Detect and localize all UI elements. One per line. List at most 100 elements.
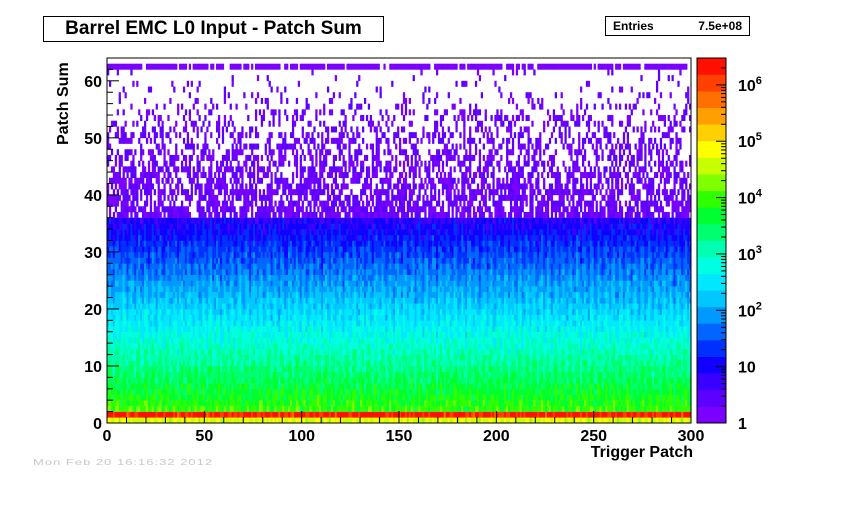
heatmap-cell [363,337,367,344]
heatmap-cell [609,400,612,407]
heatmap-cell [541,365,544,372]
heatmap-cell [381,337,384,344]
heatmap-cell [546,337,550,344]
heatmap-cell [521,337,524,344]
heatmap-cell [301,371,304,378]
heatmap-cell [377,343,380,350]
heatmap-cell [132,331,135,338]
heatmap-cell [161,371,164,378]
heatmap-cell [200,348,203,355]
heatmap-cell [140,394,143,401]
heatmap-cell [617,331,620,338]
heatmap-cell [110,326,114,333]
heatmap-cell [529,348,532,355]
heatmap-cell [321,354,324,361]
heatmap-cell [515,371,519,378]
heatmap-cell [482,326,485,333]
heatmap-cell [525,394,528,401]
heatmap-cell [393,400,396,407]
heatmap-cell [399,354,402,361]
heatmap-cell [399,383,402,390]
heatmap-cell [593,360,596,367]
heatmap-cell [564,331,567,338]
heatmap-cell [262,343,265,350]
heatmap-cell [270,360,273,367]
heatmap-cell [192,337,195,344]
heatmap-cell [506,343,509,350]
heatmap-cell [578,400,581,407]
stats-entries-value: 7.5e+08 [698,19,742,33]
heatmap-cell [387,337,390,344]
heatmap-cell [687,388,690,395]
heatmap-cell [188,377,192,384]
heatmap-cell [574,405,577,412]
heatmap-cell [235,326,238,333]
heatmap-cell [227,394,230,401]
heatmap-cell [288,388,291,395]
heatmap-cell [344,343,347,350]
heatmap-cell [601,365,604,372]
heatmap-cell [177,360,180,367]
heatmap-cell [362,331,365,338]
heatmap-cell [457,343,460,350]
heatmap-cell [517,417,520,424]
heatmap-cell [467,405,470,412]
heatmap-cell [216,348,219,355]
heatmap-cell [609,383,612,390]
heatmap-cell [669,360,672,367]
heatmap-cell [492,405,495,412]
heatmap-cell [180,411,184,418]
heatmap-cell [140,400,143,407]
heatmap-cell [638,348,641,355]
heatmap-cell [245,365,248,372]
heatmap-cell [227,377,230,384]
heatmap-cell [375,400,378,407]
heatmap-cell [245,354,248,361]
heatmap-cell [673,411,676,418]
heatmap-cell [531,348,534,355]
heatmap-cell [247,343,250,350]
heatmap-cell [467,388,470,395]
heatmap-cell [533,388,536,395]
heatmap-cell [358,377,361,384]
heatmap-cell [124,348,127,355]
heatmap-cell [677,411,680,418]
heatmap-cell [502,365,505,372]
heatmap-cell [258,405,262,412]
heatmap-cell [395,348,398,355]
heatmap-cell [196,331,199,338]
heatmap-cell [673,360,676,367]
heatmap-cell [689,371,692,378]
heatmap-cell [254,400,258,407]
heatmap-cell [393,331,396,338]
heatmap-cell [377,411,380,418]
heatmap-cell [145,417,149,424]
heatmap-cell [385,348,388,355]
heatmap-cell [587,417,591,424]
heatmap-cell [239,394,242,401]
heatmap-cell [254,337,258,344]
heatmap-cell [373,377,376,384]
heatmap-cell [591,337,594,344]
heatmap-cell [622,360,626,367]
heatmap-cell [212,400,215,407]
heatmap-cell [208,365,211,372]
heatmap-cell [687,377,690,384]
heatmap-cell [202,354,205,361]
heatmap-cell [601,417,604,424]
heatmap-cell [675,400,678,407]
heatmap-cell [379,365,382,372]
heatmap-cell [574,417,577,424]
heatmap-cell [169,348,172,355]
heatmap-cell [418,331,421,338]
heatmap-cell [188,405,192,412]
heatmap-cell [572,337,575,344]
heatmap-cell [180,417,184,424]
heatmap-cell [655,371,659,378]
heatmap-cell [626,343,630,350]
heatmap-cell [173,411,176,418]
heatmap-cell [346,388,349,395]
heatmap-cell [270,371,273,378]
heatmap-cell [689,331,692,338]
heatmap-cell [184,400,188,407]
